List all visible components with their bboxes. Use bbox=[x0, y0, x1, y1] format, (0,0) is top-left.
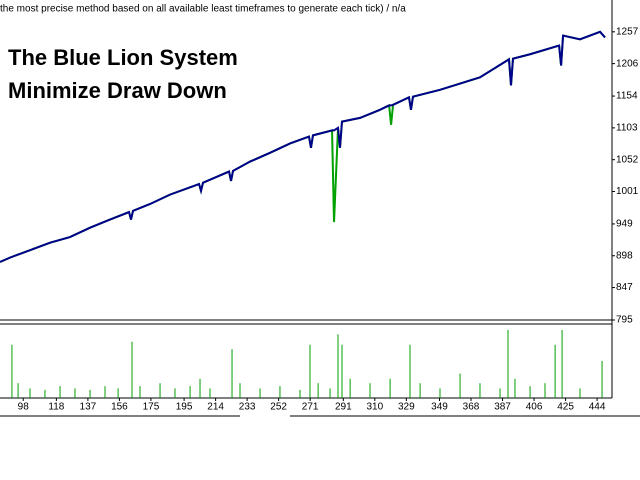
x-tick-label: 118 bbox=[48, 402, 64, 413]
x-tick-label: 271 bbox=[302, 402, 319, 413]
x-tick-label: 137 bbox=[80, 402, 97, 413]
x-tick-label: 156 bbox=[111, 402, 128, 413]
y-tick-label: 1001 bbox=[616, 186, 639, 197]
x-tick-label: 425 bbox=[557, 402, 574, 413]
x-tick-label: 291 bbox=[335, 402, 352, 413]
x-tick-label: 252 bbox=[270, 402, 287, 413]
x-tick-label: 406 bbox=[526, 402, 543, 413]
y-tick-label: 847 bbox=[616, 282, 633, 293]
header-text: the most precise method based on all ava… bbox=[0, 4, 406, 15]
y-tick-label: 795 bbox=[616, 315, 633, 326]
overlay-title: The Blue Lion System bbox=[8, 45, 238, 70]
x-tick-label: 387 bbox=[494, 402, 511, 413]
y-tick-label: 1052 bbox=[616, 154, 639, 165]
x-tick-label: 195 bbox=[176, 402, 193, 413]
x-tick-label: 233 bbox=[239, 402, 256, 413]
x-tick-label: 175 bbox=[143, 402, 160, 413]
overlay-subtitle: Minimize Draw Down bbox=[8, 78, 227, 103]
y-tick-label: 1154 bbox=[616, 91, 638, 102]
x-tick-label: 368 bbox=[463, 402, 480, 413]
x-tick-label: 310 bbox=[366, 402, 383, 413]
x-tick-label: 329 bbox=[398, 402, 415, 413]
y-tick-label: 1206 bbox=[616, 58, 639, 69]
y-tick-label: 898 bbox=[616, 250, 633, 261]
y-tick-label: 1257 bbox=[616, 26, 639, 37]
series-line bbox=[0, 30, 606, 263]
x-tick-label: 214 bbox=[207, 402, 224, 413]
y-tick-label: 1103 bbox=[616, 123, 638, 134]
x-tick-label: 98 bbox=[18, 402, 30, 413]
y-tick-label: 949 bbox=[616, 219, 633, 230]
x-tick-label: 349 bbox=[431, 402, 448, 413]
x-tick-label: 444 bbox=[589, 402, 606, 413]
